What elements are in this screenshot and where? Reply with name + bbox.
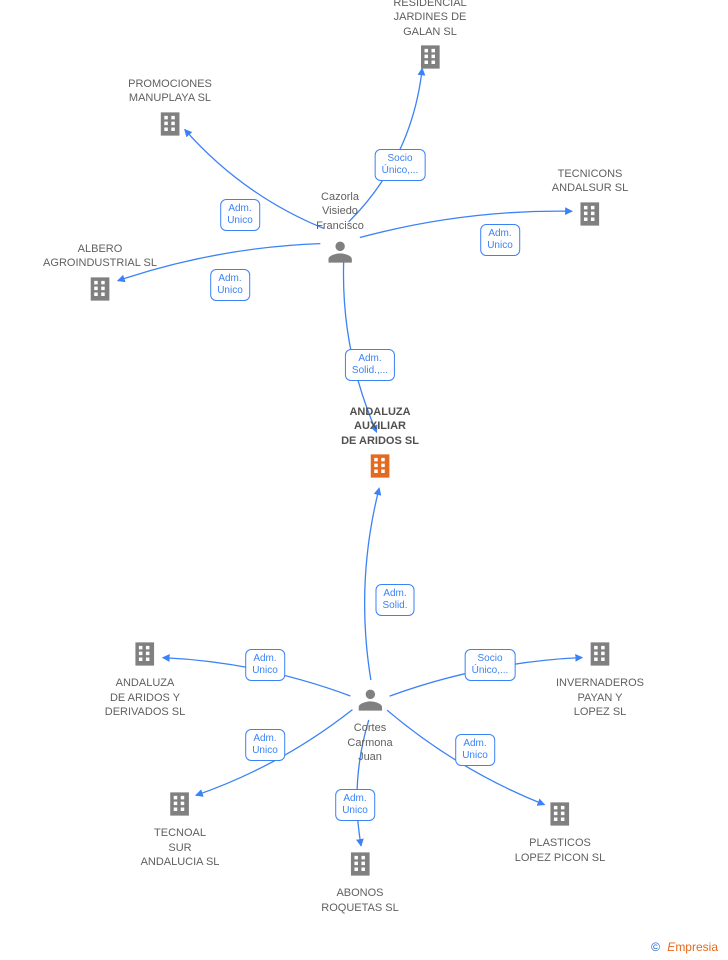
building-icon [156, 110, 184, 142]
edge-label: Adm.Unico [220, 199, 260, 231]
company-label: RESIDENCIALJARDINES DEGALAN SL [393, 0, 466, 39]
building-icon [546, 800, 574, 832]
building-icon [86, 275, 114, 307]
copyright: © Empresia [651, 940, 718, 954]
person-icon [326, 237, 354, 269]
building-icon [131, 640, 159, 672]
building-icon [586, 640, 614, 672]
company-c_residencial[interactable]: RESIDENCIALJARDINES DEGALAN SL [393, 0, 466, 75]
company-label: ALBEROAGROINDUSTRIAL SL [43, 242, 157, 271]
building-icon [576, 200, 604, 232]
edge-label: Adm.Solid.,... [345, 349, 395, 381]
building-icon [366, 452, 394, 484]
company-central[interactable]: ANDALUZA AUXILIAR DE ARIDOS SL [341, 405, 419, 484]
edge-line [365, 488, 380, 680]
edge-label: Adm.Unico [210, 269, 250, 301]
building-icon [346, 850, 374, 882]
edge-label: Adm.Unico [455, 734, 495, 766]
company-label: ANDALUZA AUXILIAR DE ARIDOS SL [341, 405, 419, 448]
edge-label: Adm.Unico [480, 224, 520, 256]
person-label: Cortes Carmona Juan [347, 721, 392, 764]
company-label: INVERNADEROSPAYAN YLOPEZ SL [556, 676, 644, 719]
company-c_invernaderos[interactable]: INVERNADEROSPAYAN YLOPEZ SL [556, 640, 644, 719]
company-c_andaluza_aridos[interactable]: ANDALUZADE ARIDOS YDERIVADOS SL [105, 640, 186, 719]
company-c_abonos[interactable]: ABONOSROQUETAS SL [321, 850, 398, 915]
edge-label: Adm.Unico [335, 789, 375, 821]
company-c_albero[interactable]: ALBEROAGROINDUSTRIAL SL [43, 242, 157, 307]
company-label: TECNICONSANDALSUR SL [552, 167, 628, 196]
company-label: PLASTICOSLOPEZ PICON SL [515, 836, 605, 865]
company-label: TECNOALSURANDALUCIA SL [141, 826, 220, 869]
company-c_tecnoal[interactable]: TECNOALSURANDALUCIA SL [141, 790, 220, 869]
edge-label: Adm.Unico [245, 729, 285, 761]
copyright-symbol: © [651, 940, 660, 954]
company-label: PROMOCIONESMANUPLAYA SL [128, 77, 212, 106]
copyright-brand: Empresia [667, 940, 718, 954]
edge-label: Adm.Solid. [375, 584, 414, 616]
person-icon [356, 685, 384, 717]
edge-line [360, 211, 572, 237]
person-label: Cazorla Visiedo Francisco [316, 190, 364, 233]
company-c_plasticos[interactable]: PLASTICOSLOPEZ PICON SL [515, 800, 605, 865]
company-label: ANDALUZADE ARIDOS YDERIVADOS SL [105, 676, 186, 719]
company-c_promociones[interactable]: PROMOCIONESMANUPLAYA SL [128, 77, 212, 142]
building-icon [416, 43, 444, 75]
person-cortes[interactable]: Cortes Carmona Juan [347, 685, 392, 764]
diagram-canvas: Cazorla Visiedo Francisco Cortes Carmona… [0, 0, 728, 960]
edge-label: SocioÚnico,... [465, 649, 516, 681]
edge-label: Adm.Unico [245, 649, 285, 681]
company-c_tecnicons[interactable]: TECNICONSANDALSUR SL [552, 167, 628, 232]
building-icon [166, 790, 194, 822]
company-label: ABONOSROQUETAS SL [321, 886, 398, 915]
edge-label: SocioÚnico,... [375, 149, 426, 181]
person-cazorla[interactable]: Cazorla Visiedo Francisco [316, 190, 364, 269]
